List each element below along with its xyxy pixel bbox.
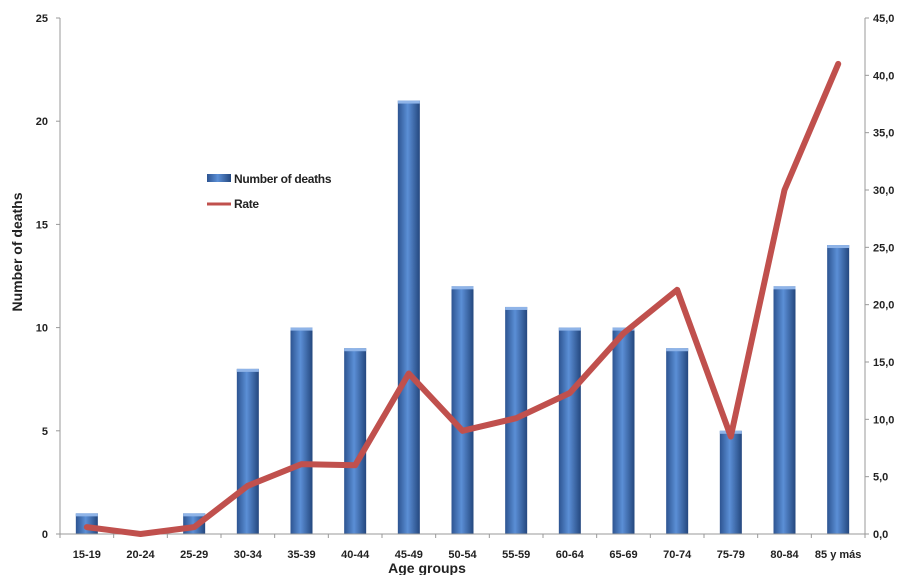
- bar-top-highlight: [75, 513, 98, 517]
- x-tick-label: 50-54: [448, 549, 477, 561]
- bar-top-highlight: [183, 513, 206, 517]
- x-tick-label: 70-74: [663, 549, 692, 561]
- rate-point: [461, 429, 464, 433]
- rate-point: [353, 463, 357, 467]
- x-tick-label: 85 y más: [815, 549, 861, 561]
- bar-top-highlight: [451, 286, 474, 290]
- rate-point: [246, 484, 250, 488]
- y2-tick-label: 5,0: [873, 472, 888, 484]
- x-tick-label: 35-39: [287, 549, 315, 561]
- y-tick-label: 25: [36, 13, 48, 25]
- y2-tick-label: 20,0: [873, 300, 894, 312]
- rate-point: [783, 188, 786, 192]
- bar: [236, 368, 259, 534]
- y-tick-label: 15: [36, 219, 48, 231]
- x-tick-label: 80-84: [770, 549, 799, 561]
- x-axis-title: Age groups: [388, 560, 466, 575]
- y2-tick-label: 15,0: [873, 357, 894, 369]
- y2-tick-label: 0,0: [873, 529, 888, 541]
- y-tick-label: 5: [42, 426, 48, 438]
- y2-tick-label: 30,0: [873, 185, 894, 197]
- bar: [612, 327, 635, 534]
- bar-top-highlight: [505, 306, 528, 310]
- legend: Number of deaths Rate: [207, 172, 332, 211]
- bar: [344, 348, 367, 534]
- legend-label-bars: Number of deaths: [234, 172, 332, 186]
- x-tick-label: 45-49: [395, 549, 423, 561]
- bar: [397, 100, 420, 534]
- bar: [290, 327, 313, 534]
- rate-point: [622, 331, 625, 335]
- bar: [773, 286, 796, 534]
- rate-point: [514, 416, 518, 420]
- x-tick-label: 55-59: [502, 549, 530, 561]
- x-tick-label: 20-24: [126, 549, 155, 561]
- y2-tick-label: 40,0: [873, 70, 894, 82]
- x-tick-label: 60-64: [556, 549, 585, 561]
- y2-tick-label: 10,0: [873, 414, 894, 426]
- bar-top-highlight: [773, 286, 796, 290]
- legend-swatch-bars: [207, 174, 231, 182]
- bar-top-highlight: [612, 327, 635, 331]
- bar-top-highlight: [827, 245, 850, 249]
- x-tick-label: 30-34: [234, 549, 263, 561]
- rate-point: [568, 391, 572, 395]
- x-tick-label: 75-79: [717, 549, 745, 561]
- rate-point: [139, 532, 142, 536]
- bar: [827, 245, 850, 535]
- x-tick-label: 65-69: [609, 549, 637, 561]
- line-layer: [83, 60, 842, 537]
- bar-top-highlight: [236, 368, 259, 372]
- rate-point: [836, 62, 840, 66]
- rate-point: [407, 371, 411, 375]
- bar-top-highlight: [344, 348, 367, 352]
- rate-point: [675, 288, 679, 292]
- x-tick-label: 25-29: [180, 549, 208, 561]
- bar: [719, 430, 742, 534]
- y2-tick-label: 25,0: [873, 242, 894, 254]
- bar-top-highlight: [290, 327, 313, 331]
- bar-top-highlight: [666, 348, 689, 352]
- y2-tick-label: 35,0: [873, 128, 894, 140]
- rate-point: [85, 525, 89, 529]
- bar-top-highlight: [397, 100, 420, 104]
- bars-layer: [75, 100, 850, 535]
- bar: [666, 348, 689, 534]
- rate-point: [729, 435, 733, 439]
- bar: [558, 327, 581, 534]
- bar-top-highlight: [558, 327, 581, 331]
- y-tick-label: 0: [42, 529, 48, 541]
- rate-point: [300, 462, 303, 466]
- legend-label-line: Rate: [234, 197, 259, 211]
- x-tick-label: 15-19: [73, 549, 101, 561]
- y-tick-label: 20: [36, 116, 48, 128]
- bar: [451, 286, 474, 534]
- y2-tick-label: 45,0: [873, 13, 894, 25]
- x-tick-label: 40-44: [341, 549, 370, 561]
- axes-layer: 0 5 10 15 20 25 0,0 5,0 10,0 15,0 20,0 25,0 30,0 35,0…: [36, 13, 895, 561]
- y-axis-title: Number of deaths: [9, 192, 25, 311]
- y-tick-label: 10: [36, 323, 48, 335]
- rate-point: [192, 525, 196, 529]
